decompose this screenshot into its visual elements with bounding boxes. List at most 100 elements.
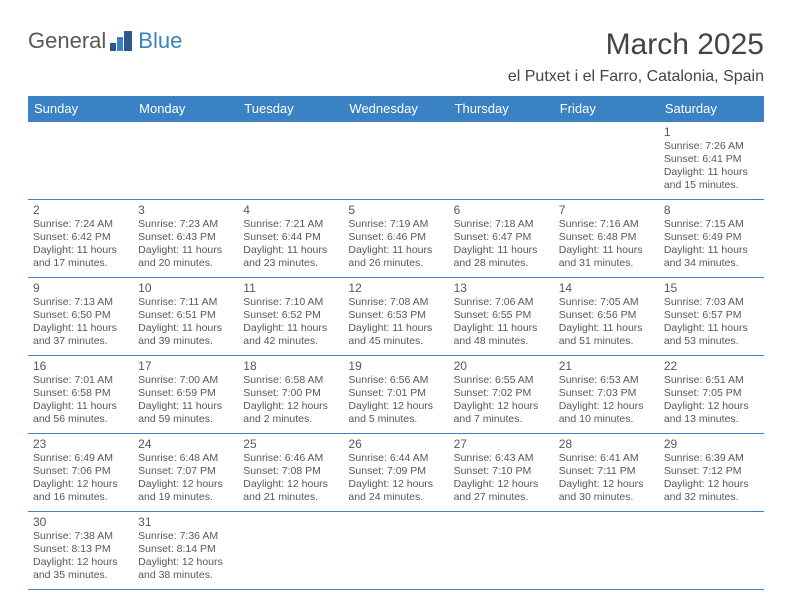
title-block: March 2025 el Putxet i el Farro, Catalon… — [508, 28, 764, 86]
sunrise-line: Sunrise: 7:06 AM — [454, 296, 549, 309]
sunrise-line: Sunrise: 6:56 AM — [348, 374, 443, 387]
calendar-cell: 19Sunrise: 6:56 AMSunset: 7:01 PMDayligh… — [343, 356, 448, 434]
daylight-line: Daylight: 11 hours and 26 minutes. — [348, 244, 443, 270]
daylight-line: Daylight: 11 hours and 45 minutes. — [348, 322, 443, 348]
daylight-line: Daylight: 12 hours and 10 minutes. — [559, 400, 654, 426]
calendar-table: Sunday Monday Tuesday Wednesday Thursday… — [28, 96, 764, 590]
sunset-line: Sunset: 6:58 PM — [33, 387, 128, 400]
calendar-cell: 30Sunrise: 7:38 AMSunset: 8:13 PMDayligh… — [28, 512, 133, 590]
logo-text-blue: Blue — [138, 28, 182, 54]
weekday-header-row: Sunday Monday Tuesday Wednesday Thursday… — [28, 96, 764, 122]
calendar-cell: 4Sunrise: 7:21 AMSunset: 6:44 PMDaylight… — [238, 200, 343, 278]
day-number: 21 — [559, 359, 654, 373]
daylight-line: Daylight: 11 hours and 51 minutes. — [559, 322, 654, 348]
sunrise-line: Sunrise: 6:43 AM — [454, 452, 549, 465]
sunrise-line: Sunrise: 6:49 AM — [33, 452, 128, 465]
calendar-cell: 20Sunrise: 6:55 AMSunset: 7:02 PMDayligh… — [449, 356, 554, 434]
logo: General Blue — [28, 28, 182, 54]
sunset-line: Sunset: 7:11 PM — [559, 465, 654, 478]
month-title: March 2025 — [508, 28, 764, 62]
calendar-cell: 8Sunrise: 7:15 AMSunset: 6:49 PMDaylight… — [659, 200, 764, 278]
sunrise-line: Sunrise: 7:36 AM — [138, 530, 233, 543]
day-number: 28 — [559, 437, 654, 451]
sunrise-line: Sunrise: 7:03 AM — [664, 296, 759, 309]
sunset-line: Sunset: 7:00 PM — [243, 387, 338, 400]
daylight-line: Daylight: 11 hours and 42 minutes. — [243, 322, 338, 348]
sunset-line: Sunset: 6:57 PM — [664, 309, 759, 322]
sunset-line: Sunset: 6:48 PM — [559, 231, 654, 244]
sunset-line: Sunset: 6:42 PM — [33, 231, 128, 244]
day-number: 29 — [664, 437, 759, 451]
calendar-cell: 26Sunrise: 6:44 AMSunset: 7:09 PMDayligh… — [343, 434, 448, 512]
daylight-line: Daylight: 12 hours and 19 minutes. — [138, 478, 233, 504]
sunset-line: Sunset: 7:01 PM — [348, 387, 443, 400]
sunrise-line: Sunrise: 7:15 AM — [664, 218, 759, 231]
daylight-line: Daylight: 11 hours and 17 minutes. — [33, 244, 128, 270]
daylight-line: Daylight: 12 hours and 38 minutes. — [138, 556, 233, 582]
daylight-line: Daylight: 11 hours and 59 minutes. — [138, 400, 233, 426]
daylight-line: Daylight: 11 hours and 39 minutes. — [138, 322, 233, 348]
calendar-cell: 16Sunrise: 7:01 AMSunset: 6:58 PMDayligh… — [28, 356, 133, 434]
sunrise-line: Sunrise: 7:18 AM — [454, 218, 549, 231]
calendar-cell — [449, 122, 554, 200]
sunset-line: Sunset: 6:52 PM — [243, 309, 338, 322]
calendar-cell: 11Sunrise: 7:10 AMSunset: 6:52 PMDayligh… — [238, 278, 343, 356]
day-number: 14 — [559, 281, 654, 295]
daylight-line: Daylight: 11 hours and 28 minutes. — [454, 244, 549, 270]
weekday-header: Monday — [133, 96, 238, 122]
calendar-cell: 13Sunrise: 7:06 AMSunset: 6:55 PMDayligh… — [449, 278, 554, 356]
sunset-line: Sunset: 7:05 PM — [664, 387, 759, 400]
day-number: 19 — [348, 359, 443, 373]
calendar-cell — [343, 122, 448, 200]
sunset-line: Sunset: 6:43 PM — [138, 231, 233, 244]
sunset-line: Sunset: 6:41 PM — [664, 153, 759, 166]
location: el Putxet i el Farro, Catalonia, Spain — [508, 68, 764, 86]
sunset-line: Sunset: 7:08 PM — [243, 465, 338, 478]
calendar-cell — [28, 122, 133, 200]
calendar-cell: 10Sunrise: 7:11 AMSunset: 6:51 PMDayligh… — [133, 278, 238, 356]
sunrise-line: Sunrise: 6:41 AM — [559, 452, 654, 465]
daylight-line: Daylight: 12 hours and 5 minutes. — [348, 400, 443, 426]
calendar-cell: 3Sunrise: 7:23 AMSunset: 6:43 PMDaylight… — [133, 200, 238, 278]
day-number: 9 — [33, 281, 128, 295]
sunrise-line: Sunrise: 6:39 AM — [664, 452, 759, 465]
sunset-line: Sunset: 6:55 PM — [454, 309, 549, 322]
sunrise-line: Sunrise: 7:19 AM — [348, 218, 443, 231]
day-number: 18 — [243, 359, 338, 373]
daylight-line: Daylight: 12 hours and 2 minutes. — [243, 400, 338, 426]
daylight-line: Daylight: 12 hours and 32 minutes. — [664, 478, 759, 504]
calendar-cell: 14Sunrise: 7:05 AMSunset: 6:56 PMDayligh… — [554, 278, 659, 356]
day-number: 20 — [454, 359, 549, 373]
sunset-line: Sunset: 8:14 PM — [138, 543, 233, 556]
calendar-cell: 25Sunrise: 6:46 AMSunset: 7:08 PMDayligh… — [238, 434, 343, 512]
sunset-line: Sunset: 6:46 PM — [348, 231, 443, 244]
sunset-line: Sunset: 8:13 PM — [33, 543, 128, 556]
sunrise-line: Sunrise: 7:16 AM — [559, 218, 654, 231]
day-number: 2 — [33, 203, 128, 217]
day-number: 22 — [664, 359, 759, 373]
sunrise-line: Sunrise: 7:08 AM — [348, 296, 443, 309]
day-number: 24 — [138, 437, 233, 451]
sunset-line: Sunset: 7:03 PM — [559, 387, 654, 400]
calendar-row: 2Sunrise: 7:24 AMSunset: 6:42 PMDaylight… — [28, 200, 764, 278]
sunset-line: Sunset: 7:12 PM — [664, 465, 759, 478]
weekday-header: Wednesday — [343, 96, 448, 122]
sunrise-line: Sunrise: 7:24 AM — [33, 218, 128, 231]
day-number: 13 — [454, 281, 549, 295]
day-number: 3 — [138, 203, 233, 217]
sunrise-line: Sunrise: 7:26 AM — [664, 140, 759, 153]
weekday-header: Saturday — [659, 96, 764, 122]
sunrise-line: Sunrise: 7:05 AM — [559, 296, 654, 309]
daylight-line: Daylight: 12 hours and 27 minutes. — [454, 478, 549, 504]
sunrise-line: Sunrise: 6:44 AM — [348, 452, 443, 465]
day-number: 10 — [138, 281, 233, 295]
calendar-cell — [554, 122, 659, 200]
calendar-cell: 28Sunrise: 6:41 AMSunset: 7:11 PMDayligh… — [554, 434, 659, 512]
sunrise-line: Sunrise: 6:46 AM — [243, 452, 338, 465]
sunset-line: Sunset: 6:50 PM — [33, 309, 128, 322]
sunrise-line: Sunrise: 7:21 AM — [243, 218, 338, 231]
daylight-line: Daylight: 11 hours and 37 minutes. — [33, 322, 128, 348]
calendar-cell: 24Sunrise: 6:48 AMSunset: 7:07 PMDayligh… — [133, 434, 238, 512]
sunset-line: Sunset: 6:47 PM — [454, 231, 549, 244]
day-number: 25 — [243, 437, 338, 451]
